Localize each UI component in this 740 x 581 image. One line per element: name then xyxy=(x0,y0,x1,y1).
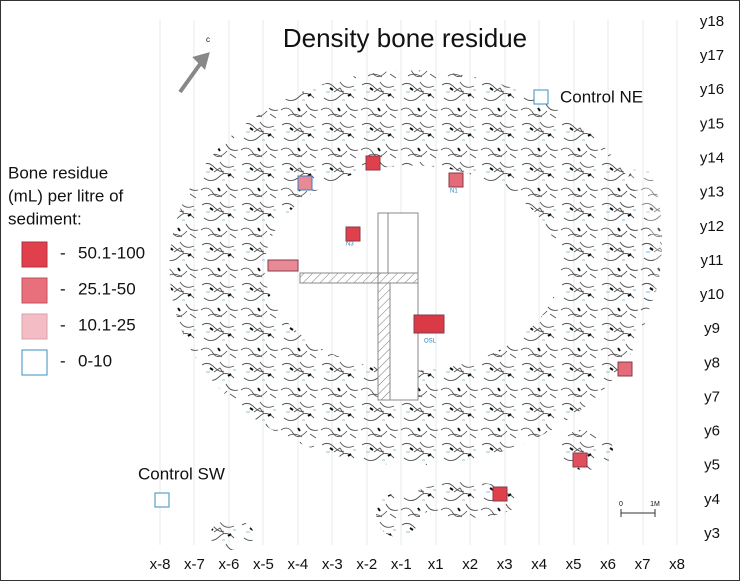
scale-label: 1M xyxy=(650,501,660,508)
north-label: c xyxy=(206,35,210,44)
scale-bar xyxy=(620,509,656,517)
y-grid-label: y7 xyxy=(704,388,720,405)
x-grid-label: x5 xyxy=(566,556,582,573)
y-grid-label: y12 xyxy=(700,218,724,235)
y-grid-label: y8 xyxy=(704,354,720,371)
y-grid-label: y13 xyxy=(700,184,724,201)
y-grid-label: y18 xyxy=(700,13,724,30)
title: Density bone residue xyxy=(283,23,527,53)
y-grid-label: y16 xyxy=(700,81,724,98)
control-label: Control SW xyxy=(138,464,225,483)
x-grid-label: x8 xyxy=(669,556,685,573)
y-grid-label: y4 xyxy=(704,491,720,508)
north-arrow xyxy=(178,52,210,94)
y-grid-label: y14 xyxy=(700,150,724,167)
legend-label: 25.1-50 xyxy=(78,279,136,298)
legend-swatch xyxy=(21,241,48,268)
feature-label: N3 xyxy=(346,242,354,248)
sample-medium xyxy=(617,361,633,377)
sample-medium xyxy=(267,259,299,272)
sample-medium xyxy=(448,172,464,188)
x-grid-label: x-8 xyxy=(150,556,171,573)
trench-hatch xyxy=(299,213,419,401)
control-square xyxy=(533,89,549,105)
feature-label: N1 xyxy=(450,189,458,195)
samples xyxy=(267,155,633,502)
sample-high xyxy=(345,226,361,242)
x-grid-label: x-7 xyxy=(184,556,205,573)
legend-label: 10.1-25 xyxy=(78,315,136,334)
legend-title: (mL) per litre of xyxy=(8,186,124,205)
sample-high xyxy=(492,486,508,502)
legend-label: 0-10 xyxy=(78,351,112,370)
y-grid-label: y11 xyxy=(700,252,723,269)
x-grid-label: x-2 xyxy=(356,556,377,573)
x-grid-label: x-6 xyxy=(219,556,240,573)
control-square xyxy=(154,492,170,508)
legend-title: Bone residue xyxy=(8,163,108,182)
debris-patch xyxy=(376,493,420,537)
legend-dash: - xyxy=(60,315,66,334)
y-grid-label: y17 xyxy=(700,47,724,64)
grid-labels: x-8 x-7 x-6 x-5 x-4 x-3 x-2 x-1 x1 x2 x3 x4 x5 x6 x7 x8… xyxy=(150,13,725,573)
y-grid-label: y6 xyxy=(704,423,720,440)
x-grid-label: x7 xyxy=(635,556,651,573)
legend-label: 50.1-100 xyxy=(78,243,145,262)
y-grid-label: y15 xyxy=(700,115,724,132)
legend-title: sediment: xyxy=(8,209,82,228)
legend-dash: - xyxy=(60,351,66,370)
x-grid-label: x4 xyxy=(531,556,547,573)
sample-medium xyxy=(297,175,313,191)
legend-swatch xyxy=(21,349,48,376)
y-grid-label: y3 xyxy=(704,525,720,542)
x-grid-label: x-5 xyxy=(253,556,274,573)
sample-high xyxy=(413,314,445,334)
bone-debris-ring xyxy=(169,70,655,466)
legend-swatch xyxy=(21,313,48,340)
x-grid-label: x-1 xyxy=(391,556,412,573)
scale-label: 0 xyxy=(619,501,623,508)
debris-patch xyxy=(557,430,613,470)
legend-swatch xyxy=(21,277,48,304)
y-grid-label: y9 xyxy=(704,320,720,337)
x-grid-label: x1 xyxy=(428,556,444,573)
y-grid-label: y5 xyxy=(704,457,720,474)
y-grid-label: y10 xyxy=(700,286,724,303)
sample-high xyxy=(365,155,381,171)
x-grid-label: x2 xyxy=(462,556,478,573)
debris-patch xyxy=(210,520,254,550)
debris-east xyxy=(618,165,662,315)
legend-dash: - xyxy=(60,243,66,262)
x-grid-label: x-3 xyxy=(322,556,343,573)
legend-dash: - xyxy=(60,279,66,298)
x-grid-label: x3 xyxy=(497,556,513,573)
control-label: Control NE xyxy=(560,87,643,106)
sample-high xyxy=(572,452,588,468)
x-grid-label: x-4 xyxy=(287,556,308,573)
feature-label: OSL xyxy=(424,339,437,345)
x-grid-label: x6 xyxy=(600,556,616,573)
